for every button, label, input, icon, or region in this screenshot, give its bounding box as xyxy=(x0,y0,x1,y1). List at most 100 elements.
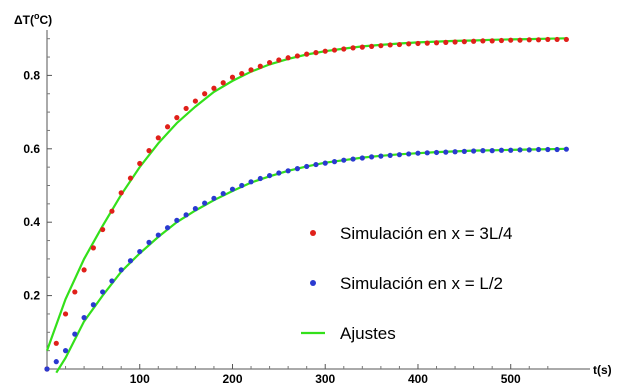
data-point-series-2 xyxy=(72,331,78,337)
data-point-series-2 xyxy=(378,153,384,159)
data-point-series-1 xyxy=(127,175,134,181)
data-point-series-2 xyxy=(415,150,421,156)
x-tick-label: 400 xyxy=(408,372,428,386)
data-point-series-1 xyxy=(164,124,171,130)
data-point-series-1 xyxy=(471,38,477,44)
data-point-series-1 xyxy=(359,44,365,50)
data-point-series-1 xyxy=(563,36,569,43)
data-point-series-2 xyxy=(118,267,124,273)
data-point-series-2 xyxy=(229,186,236,192)
data-point-series-1 xyxy=(276,57,282,63)
data-point-series-1 xyxy=(424,40,430,46)
axes xyxy=(46,30,590,370)
data-point-series-1 xyxy=(239,70,245,77)
data-point-series-1 xyxy=(146,148,152,154)
data-point-series-1 xyxy=(350,45,356,51)
data-point-series-2 xyxy=(331,159,338,165)
data-point-series-1 xyxy=(90,245,96,251)
data-point-series-2 xyxy=(471,148,477,154)
data-point-series-1 xyxy=(229,74,236,80)
data-point-series-2 xyxy=(90,302,96,308)
data-points xyxy=(44,36,569,372)
y-tick-label: 0.4 xyxy=(23,215,40,229)
data-point-series-2 xyxy=(257,175,263,182)
data-point-series-2 xyxy=(137,248,143,255)
data-point-series-1 xyxy=(369,43,375,50)
data-point-series-2 xyxy=(341,157,347,163)
fit-curves xyxy=(45,37,567,374)
data-point-series-2 xyxy=(202,200,208,206)
data-point-series-2 xyxy=(406,151,412,157)
data-point-series-2 xyxy=(443,149,449,155)
data-point-series-2 xyxy=(535,146,542,153)
data-point-series-2 xyxy=(461,148,467,154)
legend-label-3: Ajustes xyxy=(340,324,396,343)
legend-marker-1 xyxy=(310,230,316,236)
data-point-series-1 xyxy=(508,37,514,43)
fit-curve-1 xyxy=(45,37,567,351)
data-point-series-2 xyxy=(62,348,69,354)
data-point-series-1 xyxy=(554,36,560,43)
ticks: 100 200 300 400 500 0.2 0.4 0.6 0.8 xyxy=(23,38,549,386)
data-point-series-2 xyxy=(155,232,161,238)
data-point-series-2 xyxy=(369,154,375,160)
data-point-series-1 xyxy=(100,226,106,233)
data-point-series-2 xyxy=(563,146,569,152)
data-point-series-1 xyxy=(211,85,217,91)
data-point-series-1 xyxy=(378,43,384,49)
data-point-series-1 xyxy=(220,80,226,86)
data-point-series-2 xyxy=(424,150,430,156)
data-point-series-1 xyxy=(192,98,198,104)
data-point-series-2 xyxy=(322,160,328,166)
data-point-series-2 xyxy=(220,190,226,197)
data-point-series-2 xyxy=(433,149,440,156)
x-axis-label: t(s) xyxy=(593,363,612,377)
data-point-series-1 xyxy=(489,38,495,44)
data-point-series-1 xyxy=(322,48,328,54)
data-point-series-1 xyxy=(109,208,115,214)
data-point-series-2 xyxy=(313,161,319,168)
x-tick-label: 500 xyxy=(501,372,521,386)
data-point-series-2 xyxy=(294,166,301,172)
data-point-series-2 xyxy=(44,366,50,372)
legend-label-1: Simulación en x = 3L/4 xyxy=(340,224,512,243)
data-point-series-1 xyxy=(137,160,143,167)
data-point-series-1 xyxy=(387,42,393,48)
x-tick-label: 200 xyxy=(222,372,242,386)
data-point-series-2 xyxy=(174,217,180,223)
data-point-series-1 xyxy=(294,53,301,59)
data-point-series-1 xyxy=(202,91,208,97)
data-point-series-2 xyxy=(266,172,273,179)
data-point-series-1 xyxy=(248,67,254,73)
data-point-series-2 xyxy=(498,147,505,153)
data-point-series-1 xyxy=(257,63,263,69)
data-point-series-1 xyxy=(174,115,180,121)
data-point-series-1 xyxy=(304,51,310,57)
data-point-series-1 xyxy=(480,38,486,44)
data-point-series-1 xyxy=(396,41,403,48)
data-point-series-1 xyxy=(266,59,273,66)
data-point-series-2 xyxy=(211,195,217,201)
data-point-series-2 xyxy=(109,278,115,284)
data-point-series-2 xyxy=(285,168,291,174)
data-point-series-2 xyxy=(81,315,87,321)
data-point-series-2 xyxy=(53,359,59,365)
legend: Simulación en x = 3L/4 Simulación en x = … xyxy=(301,224,512,343)
data-point-series-2 xyxy=(100,289,106,295)
data-point-series-2 xyxy=(350,156,356,162)
data-point-series-2 xyxy=(554,146,560,153)
data-point-series-1 xyxy=(545,36,551,43)
data-point-series-2 xyxy=(508,147,514,153)
data-point-series-2 xyxy=(480,148,486,154)
data-point-series-2 xyxy=(304,163,310,170)
data-point-series-1 xyxy=(62,311,69,317)
data-point-series-1 xyxy=(81,267,87,273)
data-point-series-1 xyxy=(285,55,291,61)
data-point-series-1 xyxy=(406,41,412,47)
y-tick-label: 0.8 xyxy=(23,68,40,82)
data-point-series-2 xyxy=(396,152,403,158)
data-point-series-2 xyxy=(276,170,282,176)
data-point-series-1 xyxy=(331,47,338,53)
y-axis-label: ΔT(oC) xyxy=(14,11,52,27)
